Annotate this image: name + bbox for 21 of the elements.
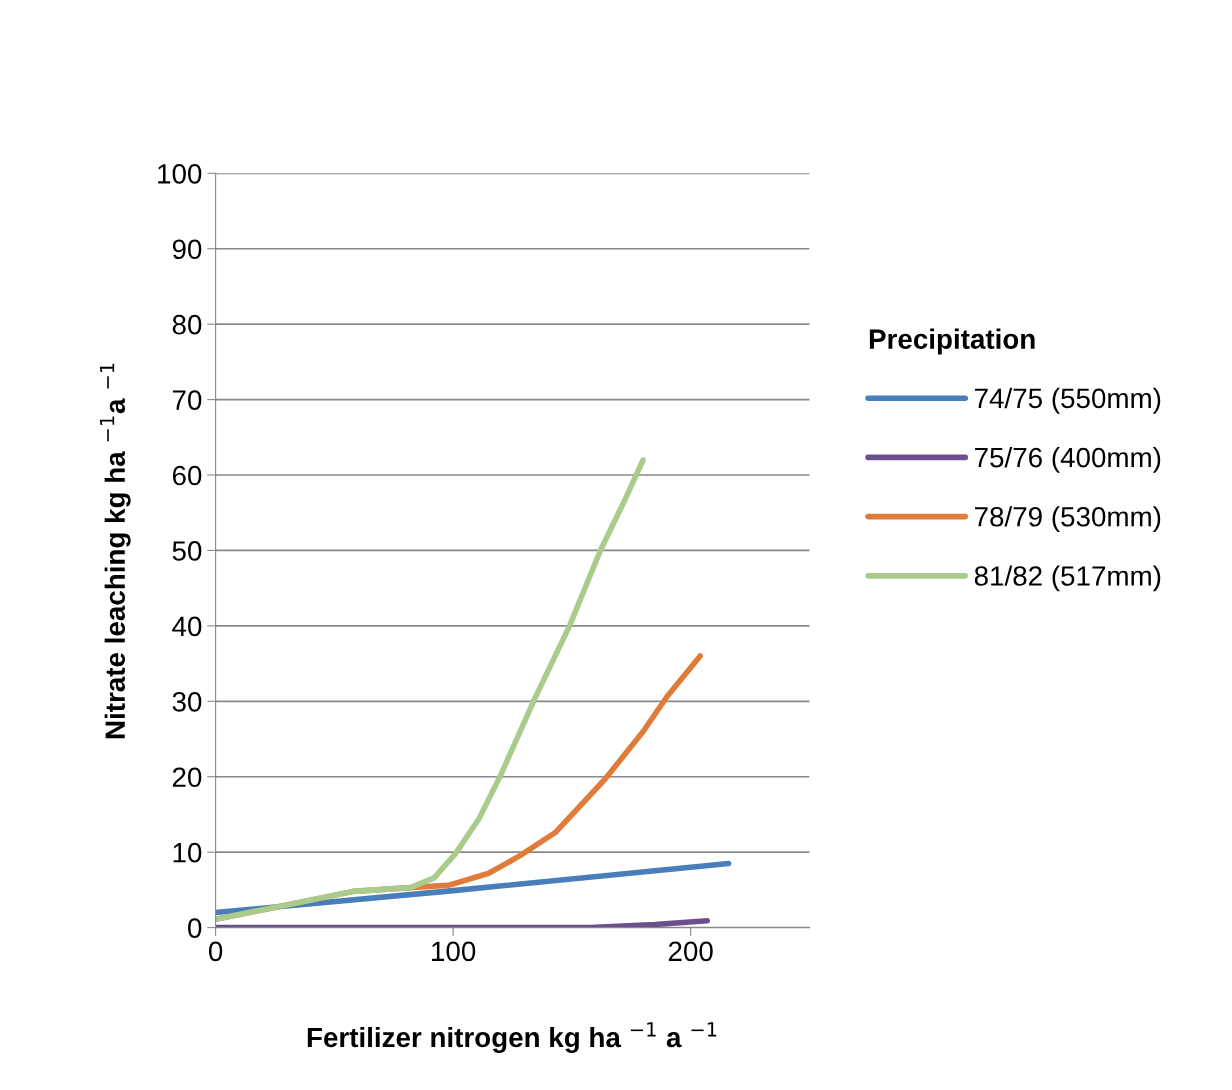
legend-label: 81/82 (517mm): [974, 565, 1161, 592]
y-axis-title: Nitrate leaching kg ha $^{−1}$a $^{−1}$: [99, 363, 131, 739]
y-tick-label: 10: [173, 842, 202, 863]
y-tick-label: 20: [172, 767, 202, 788]
x-axis-title: Fertilizer nitrogen kg ha $^{−1}$ a $^{−1}$: [307, 1022, 717, 1053]
y-tick-label: 100: [158, 163, 202, 184]
y-tick-label: 30: [172, 691, 202, 712]
x-tick-label: 100: [432, 941, 476, 962]
legend-label: 78/79 (530mm): [975, 506, 1161, 533]
y-tick-label: 40: [172, 616, 202, 637]
legend-title: Precipitation: [869, 328, 1035, 355]
legend-label: 75/76 (400mm): [975, 446, 1161, 473]
y-tick-label: 90: [172, 239, 202, 260]
y-tick-label: 70: [172, 390, 202, 410]
y-tick-label: 0: [188, 918, 202, 938]
x-tick-label: 200: [668, 941, 713, 962]
x-tick-label: 0: [208, 941, 223, 962]
legend-label: 74/75 (550mm): [975, 387, 1161, 414]
y-tick-label: 60: [172, 465, 202, 486]
y-tick-label: 80: [172, 314, 202, 335]
y-tick-label: 50: [172, 541, 202, 561]
